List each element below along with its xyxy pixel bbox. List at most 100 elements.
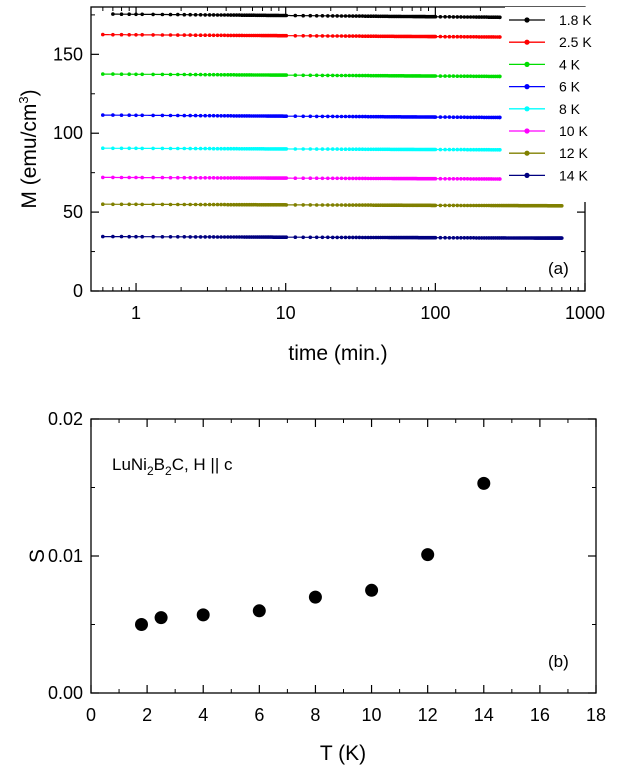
data-point bbox=[234, 176, 239, 180]
panel-b-s-vs-temperature: 0 2 4 6 8 10 12 14 16 180.000.010.02 LuNi2B2C, H … bbox=[26, 409, 606, 765]
data-point bbox=[134, 33, 138, 37]
data-point bbox=[135, 618, 148, 631]
data-point bbox=[354, 34, 359, 38]
data-point bbox=[447, 203, 452, 208]
panel-a-legend-box bbox=[505, 7, 606, 202]
data-point bbox=[363, 114, 368, 119]
x-tick-label: 1000 bbox=[565, 303, 605, 323]
data-point bbox=[215, 72, 220, 77]
data-point bbox=[326, 114, 330, 119]
data-point bbox=[366, 176, 371, 181]
data-point bbox=[284, 33, 289, 38]
data-point bbox=[360, 176, 365, 181]
data-point bbox=[354, 235, 359, 240]
data-point bbox=[462, 147, 467, 152]
data-point bbox=[474, 35, 479, 39]
data-point bbox=[498, 35, 502, 39]
data-point bbox=[119, 234, 124, 239]
data-point bbox=[215, 235, 220, 239]
data-point bbox=[354, 73, 359, 78]
data-point bbox=[465, 177, 470, 181]
data-point bbox=[140, 33, 144, 37]
data-point bbox=[160, 202, 165, 207]
panel-b-data-layer bbox=[135, 476, 491, 631]
data-point bbox=[339, 14, 344, 18]
data-point bbox=[237, 114, 242, 118]
annotation-sub2: 2 bbox=[165, 464, 172, 478]
data-point bbox=[330, 203, 335, 207]
data-point bbox=[354, 114, 359, 119]
data-point bbox=[343, 73, 348, 78]
data-point bbox=[119, 113, 124, 117]
data-point bbox=[433, 115, 438, 119]
data-point bbox=[351, 147, 355, 151]
legend-entry: 6 K bbox=[509, 79, 581, 95]
x-tick-label: 100 bbox=[420, 303, 450, 323]
panel-b-x-axis-title: T (K) bbox=[320, 742, 366, 765]
data-point bbox=[226, 146, 230, 151]
data-point bbox=[193, 72, 198, 77]
data-point bbox=[366, 14, 371, 18]
data-point bbox=[479, 147, 484, 152]
data-point bbox=[240, 114, 244, 118]
data-point bbox=[335, 34, 340, 38]
legend-marker bbox=[524, 39, 530, 45]
data-point bbox=[237, 235, 242, 239]
data-point bbox=[111, 32, 115, 37]
data-point bbox=[198, 13, 203, 17]
legend-marker bbox=[524, 84, 530, 90]
data-point bbox=[293, 73, 298, 77]
data-point bbox=[182, 72, 187, 77]
data-point bbox=[134, 146, 138, 151]
data-point bbox=[498, 74, 502, 79]
data-point bbox=[471, 115, 476, 120]
data-point bbox=[479, 203, 484, 208]
data-point bbox=[211, 13, 216, 17]
legend-marker bbox=[524, 128, 530, 134]
data-point bbox=[151, 113, 155, 118]
data-point bbox=[229, 33, 233, 38]
data-point bbox=[357, 34, 362, 38]
data-point bbox=[168, 113, 173, 118]
data-point bbox=[438, 74, 443, 78]
legend-entry: 14 K bbox=[509, 167, 588, 183]
data-point bbox=[301, 13, 306, 18]
data-point bbox=[211, 176, 216, 180]
data-point bbox=[339, 73, 344, 78]
data-point bbox=[160, 72, 165, 77]
data-point bbox=[160, 146, 165, 151]
data-point bbox=[363, 73, 368, 78]
data-point bbox=[347, 176, 352, 181]
data-point bbox=[371, 73, 376, 78]
data-point bbox=[471, 74, 476, 79]
legend-label: 8 K bbox=[559, 101, 581, 117]
data-point bbox=[369, 34, 373, 38]
data-point bbox=[293, 114, 298, 118]
data-point bbox=[301, 34, 306, 38]
data-point bbox=[354, 203, 359, 207]
data-point bbox=[314, 114, 319, 119]
data-point bbox=[343, 114, 348, 119]
data-point bbox=[193, 113, 198, 118]
data-point bbox=[371, 235, 376, 240]
data-point bbox=[474, 203, 479, 208]
data-point bbox=[308, 13, 313, 18]
data-point bbox=[339, 34, 344, 38]
data-point bbox=[222, 176, 227, 180]
data-point bbox=[462, 115, 467, 119]
data-point bbox=[284, 13, 289, 18]
data-point bbox=[111, 202, 115, 207]
data-point bbox=[347, 235, 352, 240]
data-point bbox=[198, 146, 203, 151]
data-point bbox=[151, 33, 155, 37]
data-point bbox=[447, 34, 452, 39]
data-point bbox=[140, 175, 144, 180]
data-point bbox=[134, 175, 138, 180]
data-point bbox=[468, 147, 473, 152]
legend-label: 1.8 K bbox=[559, 12, 592, 28]
data-point bbox=[193, 235, 198, 239]
panel-a-label: (a) bbox=[548, 259, 569, 278]
data-point bbox=[203, 235, 207, 239]
data-point bbox=[211, 202, 216, 207]
data-point bbox=[101, 32, 105, 37]
